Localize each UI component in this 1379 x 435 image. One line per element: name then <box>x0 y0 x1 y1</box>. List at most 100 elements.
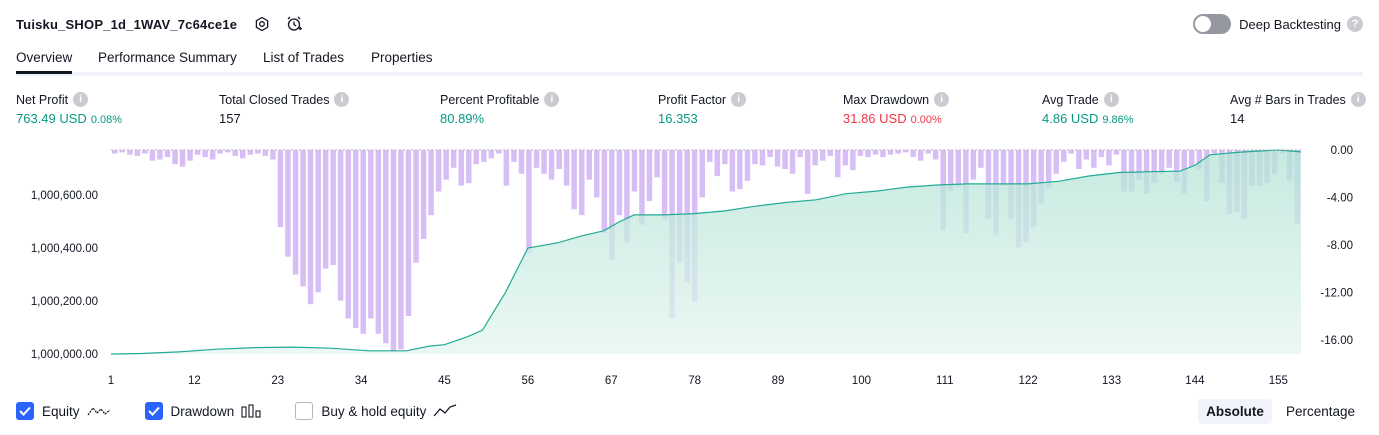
add-alert-icon[interactable] <box>283 13 305 35</box>
info-icon[interactable]: i <box>544 92 560 107</box>
x-axis-label: 78 <box>688 375 701 387</box>
drawdown-bar <box>405 150 412 316</box>
drawdown-bar <box>375 150 382 334</box>
drawdown-bars-icon <box>241 404 261 418</box>
info-icon[interactable]: i <box>934 92 950 107</box>
drawdown-bar <box>473 150 479 165</box>
drawdown-bar <box>1211 150 1218 154</box>
stat-avg-bars: Avg # Bars in Trades i 14 <box>1230 92 1366 126</box>
stat-percent: 9.86% <box>1102 114 1134 126</box>
absolute-button[interactable]: Absolute <box>1198 398 1272 424</box>
legend-equity[interactable]: Equity <box>16 402 111 420</box>
drawdown-bar <box>579 150 585 216</box>
drawdown-bar <box>518 150 525 174</box>
drawdown-bar <box>390 150 397 352</box>
tab-overview[interactable]: Overview <box>16 50 73 74</box>
drawdown-bar <box>503 150 510 186</box>
drawdown-bar <box>925 150 931 154</box>
deep-backtesting-toggle[interactable] <box>1193 14 1232 34</box>
drawdown-bar <box>865 150 871 158</box>
info-icon[interactable]: i <box>731 92 747 107</box>
settings-icon[interactable] <box>251 13 273 35</box>
drawdown-bar <box>548 150 555 180</box>
drawdown-bar <box>112 150 118 154</box>
drawdown-bar <box>797 150 803 158</box>
stat-value: 16.353 <box>658 111 698 126</box>
drawdown-bar <box>1076 150 1082 169</box>
drawdown-bar <box>820 150 826 161</box>
info-icon[interactable]: i <box>1103 92 1119 107</box>
x-axis-label: 89 <box>772 375 785 387</box>
drawdown-bar <box>917 150 924 161</box>
drawdown-bar <box>337 150 344 301</box>
legend-buy-hold[interactable]: Buy & hold equity <box>295 402 457 420</box>
info-icon[interactable]: i <box>334 92 350 107</box>
drawdown-bar <box>1113 150 1120 155</box>
drawdown-checkbox[interactable] <box>144 402 163 420</box>
x-axis-label: 34 <box>355 375 368 387</box>
tab-list-of-trades[interactable]: List of Trades <box>263 50 345 65</box>
drawdown-bar <box>1106 150 1112 166</box>
legend-label: Buy & hold equity <box>321 403 427 419</box>
equity-line <box>110 149 1302 355</box>
stat-value: 31.86 USD <box>843 111 907 126</box>
drawdown-bar <box>804 150 811 194</box>
right-axis-label: -4.00 <box>1327 192 1353 204</box>
tab-bar: Overview Performance Summary List of Tra… <box>16 44 1363 76</box>
right-axis-label: -16.00 <box>1320 335 1353 347</box>
drawdown-bar <box>533 150 540 168</box>
drawdown-bar <box>1038 150 1044 204</box>
stat-value: 14 <box>1230 111 1245 126</box>
drawdown-bar <box>737 150 743 190</box>
drawdown-bar <box>895 150 901 154</box>
equity-checkbox[interactable] <box>16 402 34 420</box>
drawdown-bar <box>481 150 487 162</box>
info-icon[interactable]: i <box>73 92 89 107</box>
strategy-title: Tuisku_SHOP_1d_1WAV_7c64ce1e <box>16 16 238 32</box>
tab-properties[interactable]: Properties <box>371 50 433 65</box>
drawdown-bar <box>428 150 434 216</box>
drawdown-bar <box>466 150 472 184</box>
drawdown-bar <box>292 150 299 275</box>
stat-percent: 0.08% <box>90 114 123 126</box>
tab-performance-summary[interactable]: Performance Summary <box>98 50 237 65</box>
legend-label: Drawdown <box>170 403 235 419</box>
deep-backtesting: Deep Backtesting ? <box>1193 12 1363 36</box>
help-icon[interactable]: ? <box>1347 16 1363 32</box>
left-axis-label: 1,000,200.00 <box>31 296 98 308</box>
info-icon[interactable]: i <box>1350 92 1366 107</box>
drawdown-bar <box>345 150 351 319</box>
x-axis-label: 155 <box>1269 375 1288 387</box>
stat-avg-trade: Avg Trade i 4.86 USD 9.86% <box>1042 92 1134 126</box>
drawdown-bar <box>1083 150 1090 160</box>
equity-line-icon <box>87 404 111 418</box>
percentage-button[interactable]: Percentage <box>1285 403 1355 419</box>
stat-value: 763.49 USD <box>16 111 87 126</box>
drawdown-bar <box>902 150 909 153</box>
buy-hold-checkbox[interactable] <box>295 402 314 420</box>
x-axis-label: 122 <box>1019 375 1038 387</box>
equity-drawdown-chart[interactable]: 1,000,000.00 1,000,200.00 1,000,400.00 1,00… <box>0 140 1379 390</box>
drawdown-bar <box>714 150 720 177</box>
drawdown-bar <box>1091 150 1097 168</box>
drawdown-bar <box>255 150 261 154</box>
equity-area <box>111 150 1301 354</box>
drawdown-bar <box>368 150 374 319</box>
stat-value: 157 <box>219 111 241 126</box>
chart-axes: 1,000,000.00 1,000,200.00 1,000,400.00 1,00… <box>31 145 1353 387</box>
legend-drawdown[interactable]: Drawdown <box>144 402 262 420</box>
drawdown-bar <box>413 150 419 263</box>
x-axis-label: 23 <box>271 375 284 387</box>
drawdown-bar <box>240 150 246 159</box>
drawdown-bar <box>563 150 570 186</box>
x-axis-label: 144 <box>1185 375 1205 387</box>
drawdown-bar <box>315 150 321 293</box>
stat-total-closed-trades: Total Closed Trades i 157 <box>219 92 350 126</box>
drawdown-bar <box>202 150 208 158</box>
chart-legend: Equity Drawdown Buy & hold equity <box>16 400 491 422</box>
drawdown-bar <box>1158 150 1165 174</box>
drawdown-bar <box>639 150 645 225</box>
drawdown-bar <box>767 150 773 158</box>
drawdown-bar <box>571 150 577 210</box>
stats-row: Net Profit i 763.49 USD 0.08% Total Closed… <box>0 92 1379 132</box>
